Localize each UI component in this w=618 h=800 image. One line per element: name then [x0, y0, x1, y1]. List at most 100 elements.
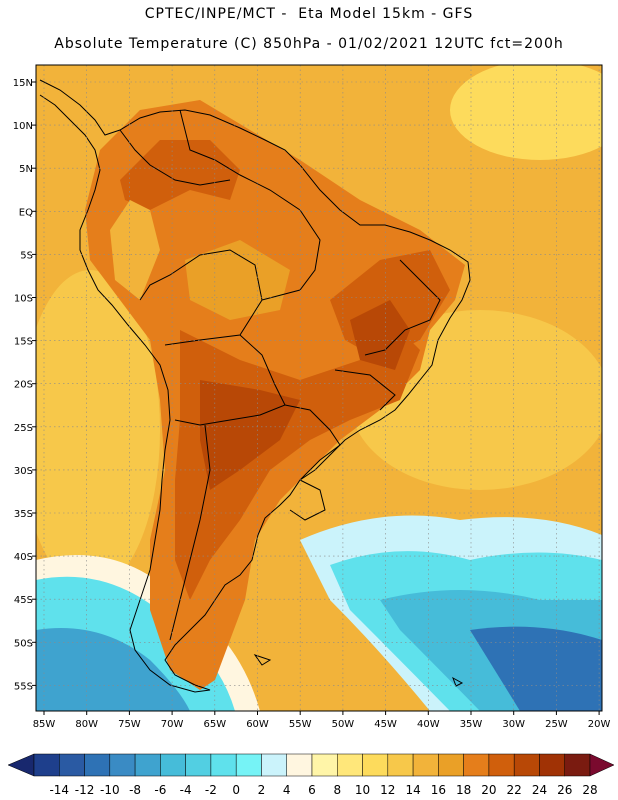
lon-label: 45W	[374, 719, 397, 730]
se-coldest-band	[470, 626, 602, 711]
scale-color-box	[84, 753, 111, 777]
lat-label: 10N	[13, 121, 33, 132]
lat-label: 10S	[14, 294, 33, 305]
scale-level-label: 6	[308, 783, 316, 797]
brazil-state-lines-2	[334, 369, 396, 411]
lon-label: 50W	[332, 719, 355, 730]
scale-color-box	[109, 753, 136, 777]
border-bolivia-paraguay	[174, 334, 286, 426]
scale-level-label: -10	[100, 783, 120, 797]
continent-outline	[39, 79, 471, 693]
coastlines	[39, 79, 471, 693]
scale-level-label: 28	[582, 783, 597, 797]
scale-level-label: -8	[129, 783, 141, 797]
lon-label: 25W	[545, 719, 568, 730]
scale-level-label: 4	[283, 783, 291, 797]
lat-label: 20S	[14, 380, 33, 391]
pacific-light-field	[36, 270, 160, 590]
falklands-outline	[253, 654, 272, 666]
scale-level-label: 10	[355, 783, 370, 797]
lon-label: 65W	[203, 719, 226, 730]
lon-label: 60W	[246, 719, 269, 730]
scale-color-box	[412, 753, 439, 777]
longitude-labels: 85W 80W 75W 70W 65W 60W 55W 50W 45W 40W 35W 30W 25W 2…	[33, 719, 611, 730]
lon-label: 75W	[118, 719, 141, 730]
scale-level-label: 8	[333, 783, 341, 797]
lon-label: 40W	[417, 719, 440, 730]
lat-label: 50S	[14, 638, 33, 649]
scale-level-label: 24	[532, 783, 547, 797]
scale-color-box	[261, 753, 287, 777]
border-colombia-brazil	[179, 109, 321, 301]
lon-label: 20W	[588, 719, 611, 730]
scale-level-label: 22	[507, 783, 522, 797]
scale-color-box	[539, 753, 565, 777]
lat-label: 25S	[14, 423, 33, 434]
scale-color-box	[185, 753, 212, 777]
scale-color-box	[235, 753, 262, 777]
lat-label: 15S	[14, 337, 33, 348]
scale-color-box	[488, 753, 515, 777]
scale-level-label: 0	[232, 783, 240, 797]
lat-label: 55S	[14, 681, 33, 692]
scale-color-box	[59, 753, 85, 777]
scale-color-box	[387, 753, 414, 777]
scale-level-label: -6	[154, 783, 166, 797]
sw-colder-band	[36, 628, 190, 711]
scale-level-label: 26	[557, 783, 572, 797]
scale-color-box	[513, 753, 540, 777]
color-scale-legend: -14 -12 -10 -8 -6 -4 -2 0 2 4 6 8 10 12 14 16 18 20 22 24 26…	[7, 753, 615, 797]
scale-color-box	[564, 753, 591, 777]
lon-label: 70W	[161, 719, 184, 730]
scale-level-label: -14	[49, 783, 69, 797]
color-scale-labels: -14 -12 -10 -8 -6 -4 -2 0 2 4 6 8 10 12 14 16 18 20 22 24 26…	[49, 783, 597, 797]
lon-label: 80W	[75, 719, 98, 730]
lon-label: 55W	[289, 719, 312, 730]
scale-level-label: 12	[380, 783, 395, 797]
scale-color-box	[311, 753, 338, 777]
lon-label: 30W	[502, 719, 525, 730]
lat-label: 5N	[19, 164, 33, 175]
temperature-map: 15N 10N 5N EQ 5S 10S 15S 20S 25S 30S 35S 40S 45S 50S 5…	[13, 64, 611, 730]
border-peru-bolivia	[139, 249, 263, 346]
scale-color-box	[362, 753, 389, 777]
color-scale-boxes	[7, 753, 615, 777]
scale-level-label: 18	[456, 783, 471, 797]
lon-label: 85W	[33, 719, 56, 730]
scale-color-box	[210, 753, 237, 777]
scale-level-label: 14	[405, 783, 420, 797]
scale-low-arrow	[7, 753, 35, 777]
lat-label: 40S	[14, 552, 33, 563]
scale-level-label: 2	[258, 783, 266, 797]
chart-title-line1: CPTEC/INPE/MCT - Eta Model 15km - GFS	[144, 6, 474, 22]
scale-level-label: 20	[481, 783, 496, 797]
scale-level-label: -4	[180, 783, 192, 797]
lat-lon-grid	[32, 65, 602, 715]
scale-color-box	[438, 753, 464, 777]
lat-label: 15N	[13, 78, 33, 89]
scale-color-box	[160, 753, 186, 777]
border-paraguay-brazil	[284, 404, 341, 481]
ne-ocean-light-field	[450, 65, 602, 160]
south-georgia-outline	[452, 676, 464, 687]
lat-label: EQ	[19, 207, 33, 218]
lat-label: 45S	[14, 595, 33, 606]
lat-label: 30S	[14, 466, 33, 477]
uruguay-outline	[289, 479, 326, 521]
chart-title-line2: Absolute Temperature (C) 850hPa - 01/02/…	[54, 36, 564, 52]
scale-high-arrow	[589, 753, 615, 777]
scale-color-box	[134, 753, 161, 777]
map-frame	[35, 64, 603, 712]
scale-color-box	[286, 753, 313, 777]
border-venezuela	[119, 129, 231, 186]
scale-level-label: -12	[75, 783, 95, 797]
andes-cool-strip	[110, 200, 160, 300]
lat-label: 35S	[14, 509, 33, 520]
scale-color-box	[33, 753, 60, 777]
chaco-hottest-field	[200, 380, 300, 490]
lat-label: 5S	[20, 250, 33, 261]
brazil-state-lines	[364, 259, 441, 356]
latitude-labels: 15N 10N 5N EQ 5S 10S 15S 20S 25S 30S 35S 40S 45S 50S 5…	[13, 78, 33, 692]
map-fields	[36, 65, 602, 711]
scale-level-label: -2	[205, 783, 217, 797]
